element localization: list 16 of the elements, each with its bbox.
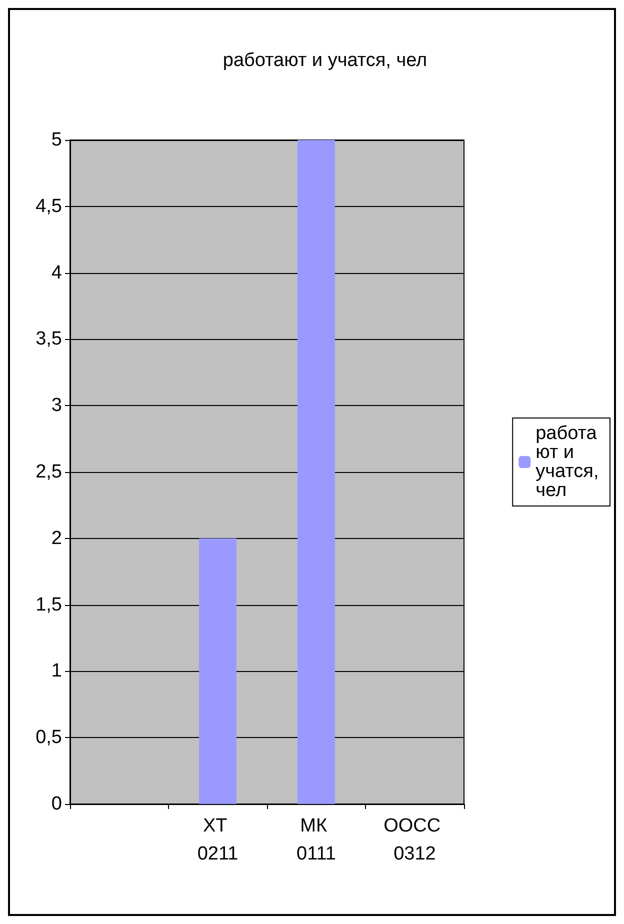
y-tick-label: 1,5 <box>36 594 62 616</box>
y-tick-label: 3,5 <box>36 328 62 350</box>
x-tick-label: ХТ 0211 <box>197 816 238 864</box>
x-tick-label: ООСС 0312 <box>384 816 446 864</box>
y-tick-label: 4,5 <box>36 196 62 217</box>
y-tick-label: 4 <box>51 262 62 284</box>
y-tick-label: 5 <box>51 130 62 150</box>
y-tick-label: 0,5 <box>36 727 62 748</box>
y-tick-label: 2,5 <box>36 462 62 482</box>
x-tick-label: МК 0111 <box>296 816 336 864</box>
legend-label: работают и учатся, чел <box>536 423 604 501</box>
y-tick-label: 0 <box>51 794 62 814</box>
y-tick-label: 2 <box>51 528 62 549</box>
y-tick-label: 1 <box>51 660 62 682</box>
chart-title: работают и учатся, чел <box>222 50 428 71</box>
y-tick-label: 3 <box>51 395 62 416</box>
